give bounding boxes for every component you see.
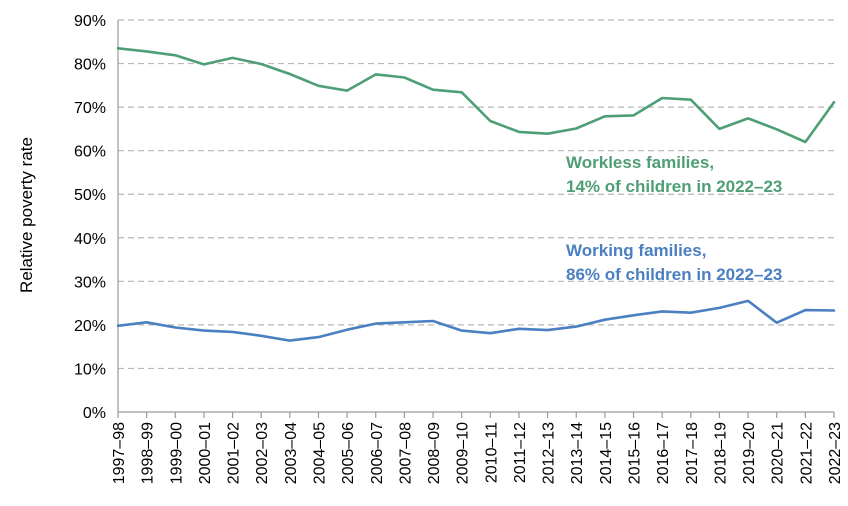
x-tick-label: 2006–07 (369, 422, 386, 484)
x-tick-label: 2009–10 (455, 422, 472, 484)
x-tick-label: 2012–13 (541, 422, 558, 484)
annotations: Workless families, 14% of children in 202… (566, 153, 782, 284)
y-tick-label: 70% (74, 100, 106, 117)
y-tick-label: 60% (74, 144, 106, 161)
x-tick-label: 2014–15 (598, 422, 615, 484)
x-tick-label: 2022–23 (827, 422, 844, 484)
x-tick-label: 2001–02 (226, 422, 243, 484)
series-lines (116, 46, 836, 342)
x-tick-label: 2021–22 (798, 422, 815, 484)
x-tick-label: 2000–01 (197, 422, 214, 484)
x-tick-label: 2018–19 (712, 422, 729, 484)
x-tick-label: 2020–21 (770, 422, 787, 484)
y-tick-label: 10% (74, 361, 106, 378)
y-tick-label: 40% (74, 231, 106, 248)
x-tick-label: 2019–20 (741, 422, 758, 484)
series-annotation: Workless families, 14% of children in 202… (566, 153, 782, 196)
x-tick-label: 2007–08 (397, 422, 414, 484)
x-tick-label: 2005–06 (340, 422, 357, 484)
x-tick-label: 2016–17 (655, 422, 672, 484)
x-tick-label: 2002–03 (254, 422, 271, 484)
x-tick-label: 1998–99 (140, 422, 157, 484)
x-tick-label: 2010–11 (483, 422, 500, 483)
x-tick-label: 2004–05 (311, 422, 328, 484)
series-line-workless-families (116, 46, 836, 144)
y-tick-label: 20% (74, 318, 106, 335)
y-tick-label: 50% (74, 187, 106, 204)
x-tick-label: 1997–98 (111, 422, 128, 484)
series-line-working-families (116, 299, 836, 342)
x-tick-label: 2017–18 (684, 422, 701, 484)
axes (117, 20, 835, 418)
x-tick-label: 2015–16 (627, 422, 644, 484)
y-axis-title: Relative poverty rate (17, 137, 36, 293)
x-tick-label: 1999–00 (168, 422, 185, 484)
y-tick-label: 90% (74, 13, 106, 30)
x-tick-label: 2008–09 (426, 422, 443, 484)
y-tick-labels: 0% 10% 20% 30% 40% 50% 60% 70% 80% 90% (74, 13, 106, 422)
y-tick-label: 30% (74, 274, 106, 291)
y-tick-label: 0% (83, 405, 106, 422)
x-tick-label: 2013–14 (569, 422, 586, 484)
y-tick-label: 80% (74, 57, 106, 74)
series-annotation: Working families, 86% of children in 2022… (566, 241, 782, 284)
x-tick-label: 2003–04 (283, 422, 300, 484)
x-tick-label: 2011–12 (512, 422, 529, 483)
x-tick-labels: 1997–98 1998–99 1999–00 2000–01 2001–02 2002–… (111, 422, 844, 484)
